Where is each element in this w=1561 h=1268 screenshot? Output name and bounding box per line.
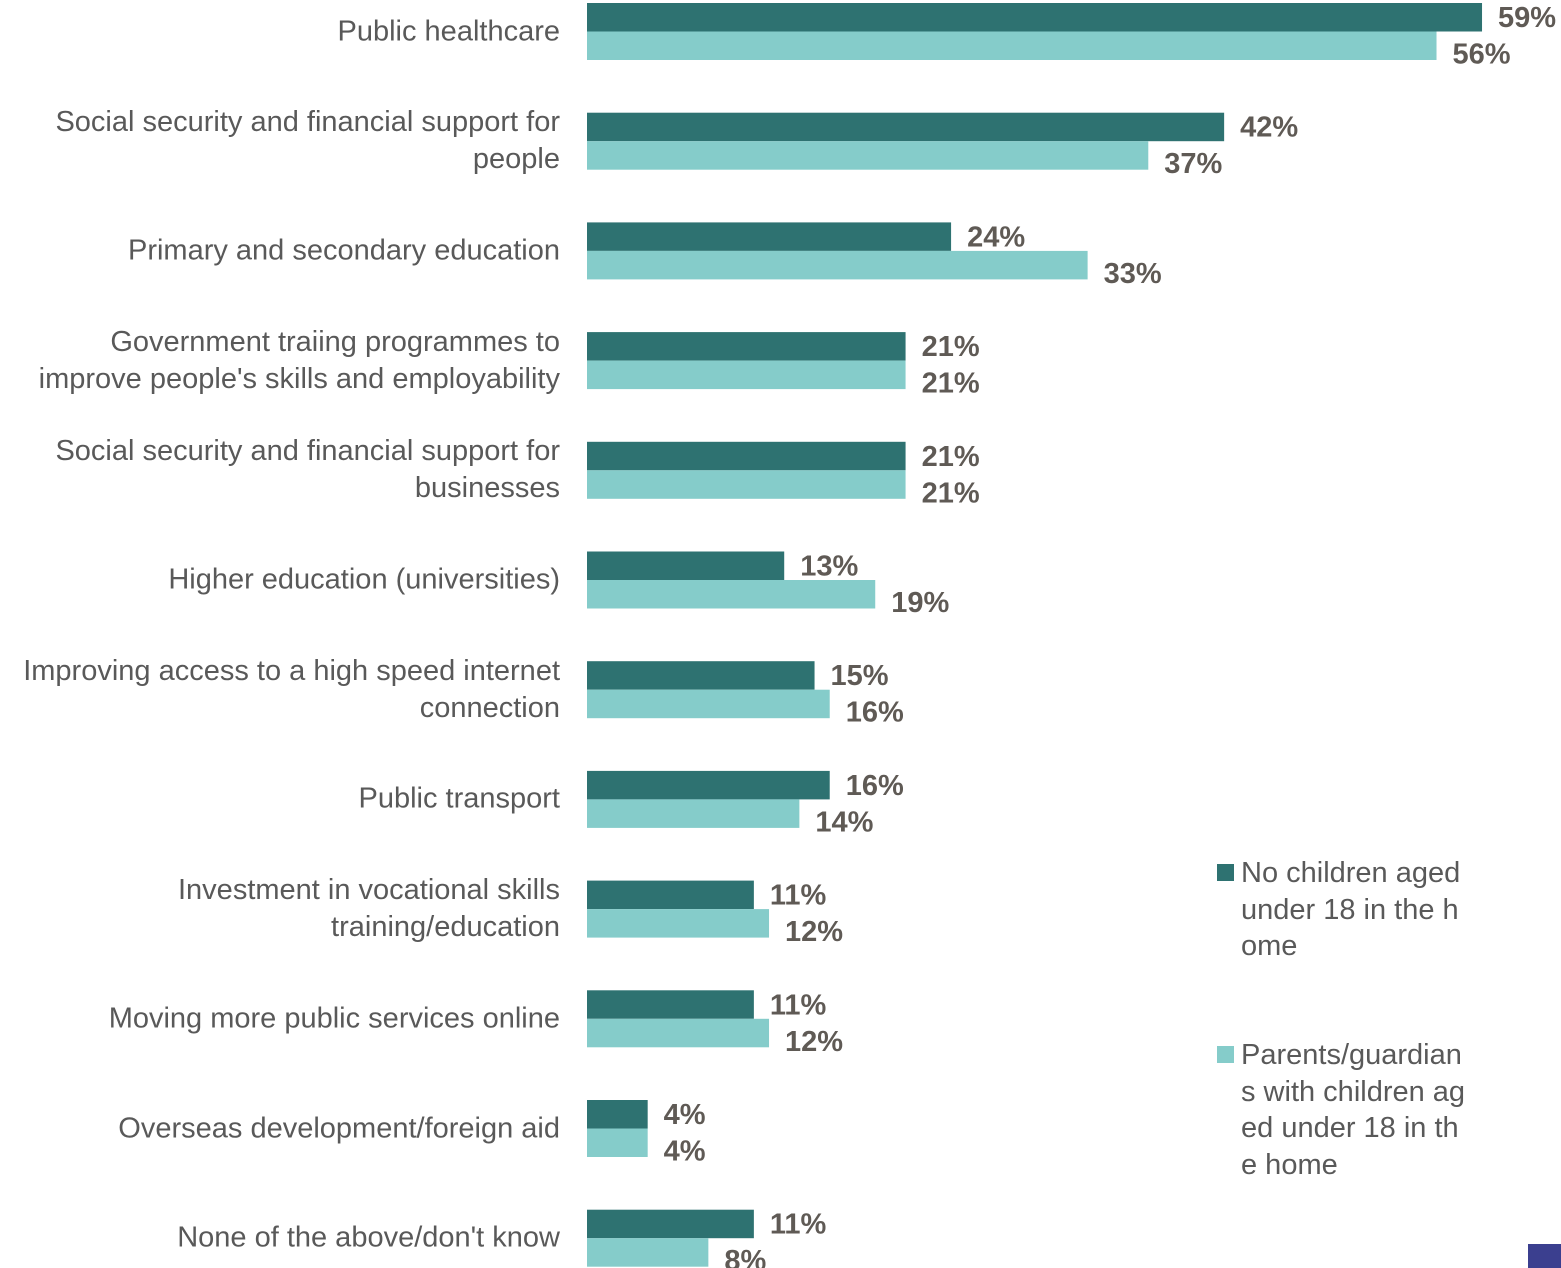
data-label-series-1: 59% <box>1498 2 1556 34</box>
bar-series-2 <box>587 580 876 609</box>
data-label-series-1: 4% <box>664 1099 706 1131</box>
data-label-series-1: 21% <box>922 331 980 363</box>
data-label-series-2: 21% <box>922 368 980 400</box>
category-label: Overseas development/foreign aid <box>118 1112 560 1144</box>
data-label-series-1: 15% <box>831 660 889 692</box>
bar-series-2 <box>587 470 906 499</box>
bar-series-2 <box>587 250 1088 280</box>
data-label-series-2: 33% <box>1104 258 1162 290</box>
bar-series-2 <box>587 1128 648 1157</box>
category-label: Public healthcare <box>337 15 560 47</box>
data-label-series-2: 14% <box>815 806 873 838</box>
data-label-series-2: 12% <box>785 1026 843 1058</box>
data-label-series-1: 16% <box>846 770 904 802</box>
bar-series-1 <box>587 880 754 910</box>
data-label-series-2: 19% <box>891 587 949 619</box>
legend-swatch-series-1 <box>1217 864 1234 881</box>
bar-series-1 <box>587 1209 754 1239</box>
bar-series-1 <box>587 3 1483 32</box>
data-label-series-1: 11% <box>770 880 827 912</box>
bar-series-1 <box>587 1100 648 1129</box>
data-label-series-2: 37% <box>1164 148 1222 180</box>
bar-series-1 <box>587 990 754 1019</box>
legend-swatch-series-2 <box>1217 1046 1234 1063</box>
legend-label-series-1: No children aged under 18 in the home <box>1241 857 1461 962</box>
category-label: Social security and financial support fo… <box>55 106 560 176</box>
bar-series-2 <box>587 141 1149 170</box>
legend-label-series-2: Parents/guardians with children aged und… <box>1241 1039 1466 1181</box>
data-label-series-2: 56% <box>1453 39 1511 71</box>
bar-series-1 <box>587 112 1225 142</box>
bar-series-1 <box>587 441 906 471</box>
data-label-series-1: 42% <box>1240 112 1298 144</box>
bar-series-1 <box>587 661 815 690</box>
data-label-series-2: 4% <box>664 1136 706 1168</box>
bar-series-1 <box>587 770 830 800</box>
bar-series-1 <box>587 332 906 361</box>
data-label-series-2: 12% <box>785 916 843 948</box>
bar-series-2 <box>587 360 906 390</box>
category-label: Improving access to a high speed interne… <box>23 654 560 724</box>
bar-series-2 <box>587 689 830 719</box>
category-label: Primary and secondary education <box>127 234 560 267</box>
data-label-series-2: 21% <box>922 477 980 509</box>
bar-series-1 <box>587 222 952 251</box>
data-label-series-1: 21% <box>922 441 980 473</box>
bar-series-2 <box>587 1018 770 1048</box>
data-label-series-2: 8% <box>724 1245 766 1268</box>
data-label-series-1: 11% <box>770 1209 827 1241</box>
data-label-series-1: 13% <box>800 551 858 583</box>
corner-mark <box>1528 1244 1561 1268</box>
bar-series-2 <box>587 31 1437 60</box>
category-label: Social security and financial support fo… <box>55 435 560 505</box>
category-label: Government traiing programmes to improve… <box>38 325 560 395</box>
category-label: Moving more public services online <box>108 1002 560 1035</box>
data-label-series-1: 24% <box>967 221 1025 253</box>
data-label-series-2: 16% <box>846 697 904 729</box>
bar-series-2 <box>587 799 800 828</box>
category-label: Higher education (universities) <box>168 563 560 596</box>
category-label: None of the above/don't know <box>177 1221 560 1254</box>
category-label: Public transport <box>358 782 561 815</box>
bar-series-2 <box>587 1238 709 1267</box>
data-label-series-1: 11% <box>770 989 827 1021</box>
bar-series-2 <box>587 909 770 938</box>
category-label: Investment in vocational skills training… <box>178 874 560 944</box>
bar-series-1 <box>587 551 785 580</box>
